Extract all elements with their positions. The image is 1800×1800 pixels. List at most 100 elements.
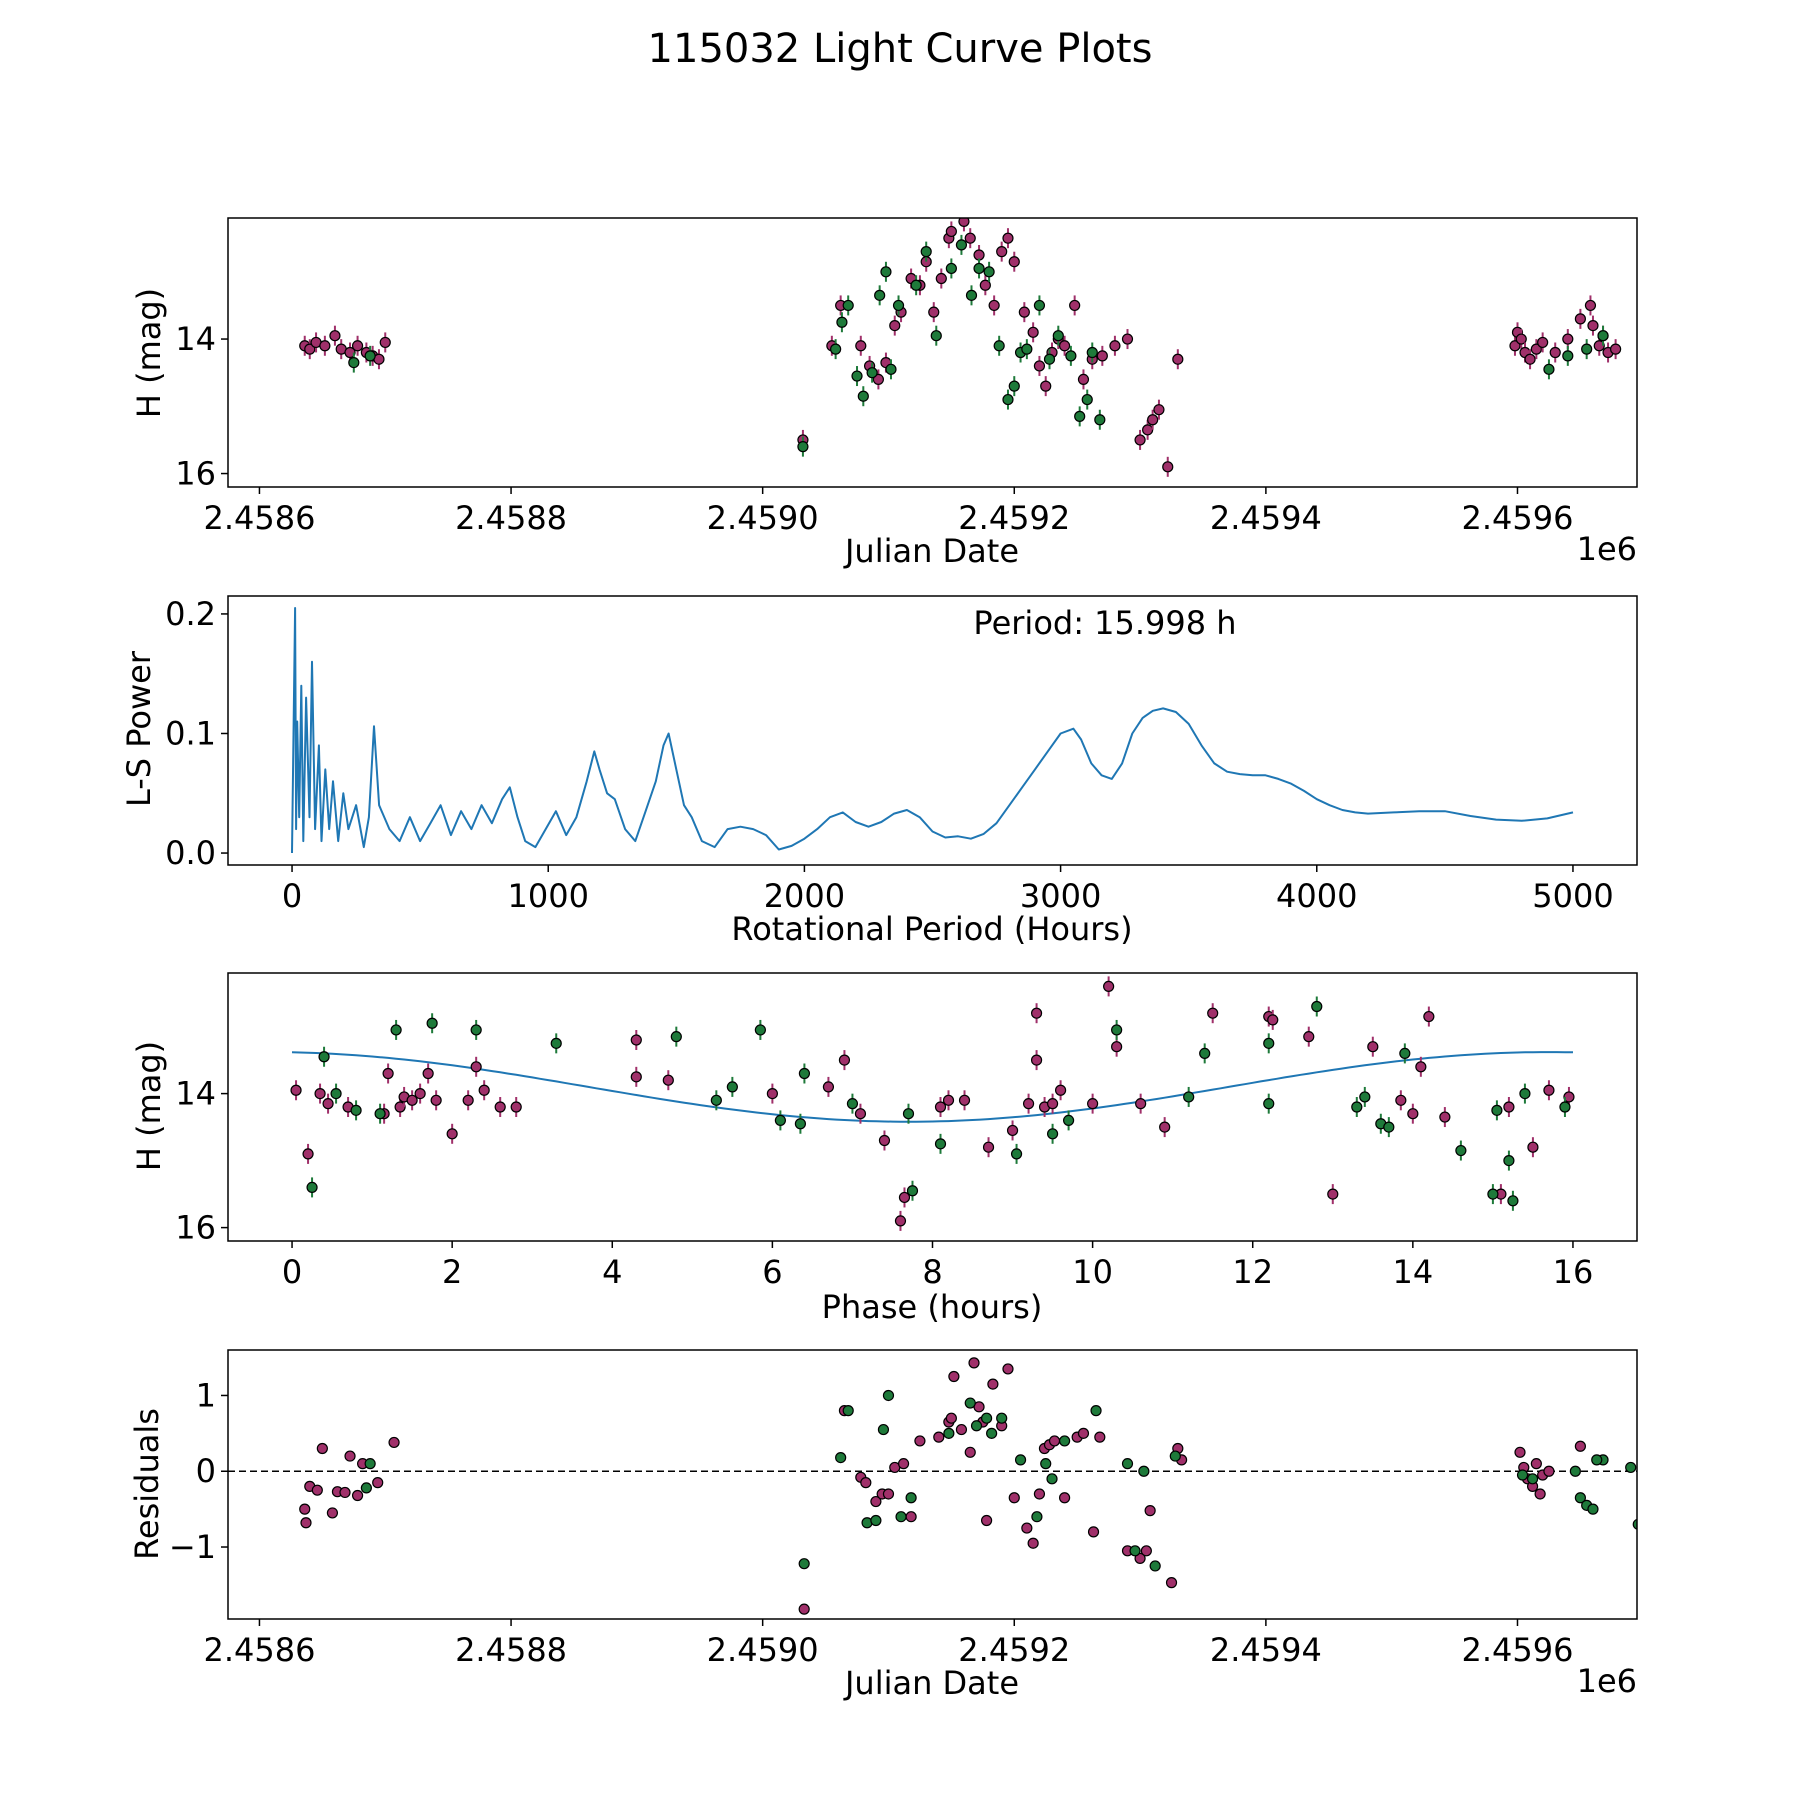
magenta-point — [1509, 340, 1521, 352]
magenta-point — [1008, 256, 1020, 268]
green-point — [330, 1087, 342, 1100]
green-point — [877, 1423, 890, 1436]
green-point — [1263, 1037, 1275, 1049]
magenta-point — [406, 1094, 418, 1106]
magenta-point — [1033, 360, 1046, 372]
magenta-point — [290, 1084, 302, 1096]
magenta-point — [1142, 424, 1154, 436]
period-annotation: Period: 15.998 h — [973, 604, 1236, 642]
lightcurve-xtick-label: 2.4588 — [455, 499, 567, 537]
green-point — [1052, 330, 1064, 342]
phase-xtick-label: 2 — [442, 1253, 462, 1291]
green-point — [835, 1451, 847, 1464]
magenta-point — [1207, 1007, 1219, 1019]
green-point — [866, 367, 878, 379]
lightcurve-plot-area — [299, 218, 1622, 477]
magenta-point — [422, 1067, 434, 1080]
magenta-point — [1610, 343, 1622, 355]
magenta-point — [1439, 1111, 1451, 1123]
magenta-point — [894, 1215, 907, 1227]
periodogram-xtick-label: 2000 — [764, 877, 845, 915]
green-point — [306, 1181, 318, 1194]
green-point — [390, 1024, 402, 1036]
magenta-point — [1030, 1007, 1043, 1019]
green-point — [754, 1024, 766, 1036]
green-point — [993, 340, 1005, 352]
green-point — [895, 1511, 907, 1523]
lightcurve-xtick-label: 2.4586 — [203, 499, 315, 537]
magenta-point — [889, 320, 901, 332]
green-point — [836, 316, 848, 328]
green-point — [1543, 363, 1555, 375]
magenta-point — [942, 1094, 955, 1106]
magenta-point — [372, 1477, 384, 1489]
residuals-ylabel: Residuals — [128, 1408, 166, 1560]
magenta-point — [1543, 1465, 1555, 1477]
green-point — [943, 1427, 955, 1439]
magenta-point — [1135, 1098, 1147, 1110]
green-point — [1574, 1492, 1586, 1504]
phase-ytick-label: 16 — [175, 1209, 216, 1247]
magenta-point — [945, 1412, 957, 1424]
green-point — [980, 1412, 993, 1424]
magenta-point — [964, 1446, 976, 1458]
residuals-xtick-label: 2.4594 — [1210, 1631, 1322, 1669]
periodogram-plot-area — [291, 607, 1574, 854]
green-point — [905, 1492, 917, 1504]
magenta-point — [1046, 1098, 1059, 1110]
magenta-point — [326, 1507, 339, 1519]
green-point — [1519, 1087, 1531, 1100]
magenta-point — [1303, 1031, 1315, 1043]
magenta-point — [1515, 333, 1527, 345]
green-point — [1657, 1487, 1667, 1497]
residuals-xtick-label: 2.4596 — [1462, 1631, 1574, 1669]
magenta-point — [1077, 1427, 1090, 1439]
green-point — [1040, 1458, 1052, 1470]
magenta-point — [934, 1101, 947, 1113]
magenta-point — [1096, 350, 1108, 362]
green-point — [794, 1118, 807, 1130]
magenta-point — [462, 1094, 474, 1106]
green-point — [846, 1098, 859, 1110]
green-point — [1559, 1101, 1571, 1113]
magenta-point — [964, 232, 976, 244]
panel-lightcurve: Julian Date H (mag) 1e6 2.4586 2.4588 2.45… — [130, 217, 1638, 570]
magenta-point — [1069, 299, 1081, 312]
green-point — [470, 1024, 482, 1036]
magenta-point — [933, 1431, 945, 1443]
green-point — [857, 390, 869, 402]
green-point — [882, 1389, 895, 1402]
green-point — [1597, 330, 1609, 342]
magenta-point — [1327, 1188, 1339, 1200]
green-point — [1503, 1154, 1515, 1167]
green-point — [1058, 1435, 1071, 1447]
residuals-xtick-label: 2.4586 — [203, 1631, 315, 1669]
green-point — [1046, 1473, 1058, 1485]
green-point — [1129, 1545, 1141, 1557]
magenta-point — [1111, 1041, 1123, 1053]
magenta-point — [1584, 299, 1597, 312]
magenta-point — [1103, 980, 1115, 993]
green-point — [1169, 1450, 1181, 1462]
magenta-point — [1534, 1488, 1546, 1500]
magenta-point — [958, 218, 970, 227]
residuals-xlabel: Julian Date — [843, 1664, 1019, 1702]
magenta-point — [1121, 333, 1134, 345]
magenta-point — [1543, 1084, 1555, 1096]
green-point — [1587, 1503, 1599, 1515]
magenta-point — [798, 1603, 810, 1615]
lightcurve-xtick-label: 2.4590 — [707, 499, 819, 537]
magenta-point — [1002, 232, 1014, 244]
magenta-point — [322, 1098, 334, 1110]
green-point — [973, 262, 985, 275]
green-point — [360, 1482, 372, 1494]
magenta-point — [1574, 313, 1586, 325]
green-point — [955, 239, 968, 251]
magenta-point — [388, 1436, 400, 1449]
green-point — [1002, 393, 1014, 406]
magenta-point — [311, 1484, 323, 1496]
magenta-point — [958, 1094, 971, 1106]
magenta-point — [316, 1442, 328, 1455]
green-point — [1086, 346, 1098, 359]
